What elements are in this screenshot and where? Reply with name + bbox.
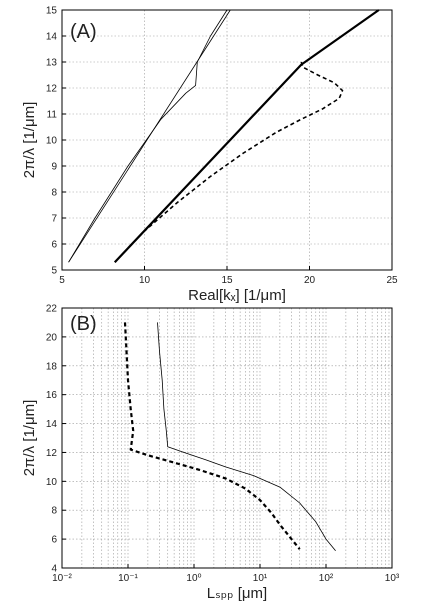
y-tick-label: 12	[46, 448, 58, 459]
y-tick-label: 8	[51, 188, 57, 199]
panel-b: 10⁻² 10⁻¹ 10⁰ 10¹ 10² 10³ 4 6 8 10 12 14 16 18 20 22 Lₛₚ…	[21, 304, 400, 603]
x-tick-label: 15	[221, 275, 233, 286]
y-tick-label: 20	[46, 332, 58, 343]
panel-label: (B)	[70, 313, 97, 335]
y-tick-label: 6	[51, 535, 57, 546]
x-tick-label: 10²	[319, 573, 334, 584]
x-axis-label: Real[kₓ] [1/μm]	[188, 287, 286, 304]
x-tick-label: 10⁻¹	[118, 573, 138, 584]
series-line-2	[157, 322, 336, 551]
y-axis-label: 2π/λ [1/μm]	[21, 102, 38, 179]
y-tick-label: 14	[46, 32, 58, 43]
series-line-1	[123, 322, 301, 550]
y-tick-label: 10	[46, 136, 58, 147]
y-tick-label: 10	[46, 477, 58, 488]
y-tick-label: 4	[51, 564, 57, 575]
y-axis-label: 2π/λ [1/μm]	[21, 400, 38, 477]
x-tick-label: 5	[59, 275, 65, 286]
series-line-4	[114, 61, 344, 263]
y-tick-label: 15	[46, 6, 58, 17]
y-tick-label: 14	[46, 419, 58, 430]
x-tick-label: 10	[139, 275, 151, 286]
x-tick-label: 25	[386, 275, 398, 286]
y-tick-label: 7	[51, 214, 57, 225]
y-tick-label: 5	[51, 266, 57, 277]
y-tick-label: 6	[51, 240, 57, 251]
panel-label: (A)	[70, 21, 97, 43]
series-line-3	[114, 9, 380, 263]
y-tick-label: 18	[46, 361, 58, 372]
x-axis-label: Lₛₚₚ [μm]	[207, 585, 267, 602]
y-tick-label: 22	[46, 304, 58, 315]
x-tick-label: 20	[304, 275, 316, 286]
x-tick-label: 10³	[385, 573, 400, 584]
grid-lines	[62, 308, 392, 568]
y-tick-label: 11	[47, 110, 58, 121]
x-tick-label: 10⁰	[186, 573, 201, 584]
y-tick-label: 12	[46, 84, 58, 95]
y-tick-label: 9	[51, 162, 57, 173]
plot-frame	[61, 307, 393, 569]
series-line-2	[68, 9, 228, 263]
y-tick-label: 13	[46, 58, 58, 69]
y-tick-label: 8	[51, 506, 57, 517]
grid-lines	[62, 10, 392, 270]
x-tick-label: 10⁻²	[52, 573, 72, 584]
y-tick-label: 16	[46, 390, 58, 401]
x-tick-label: 10¹	[253, 573, 268, 584]
